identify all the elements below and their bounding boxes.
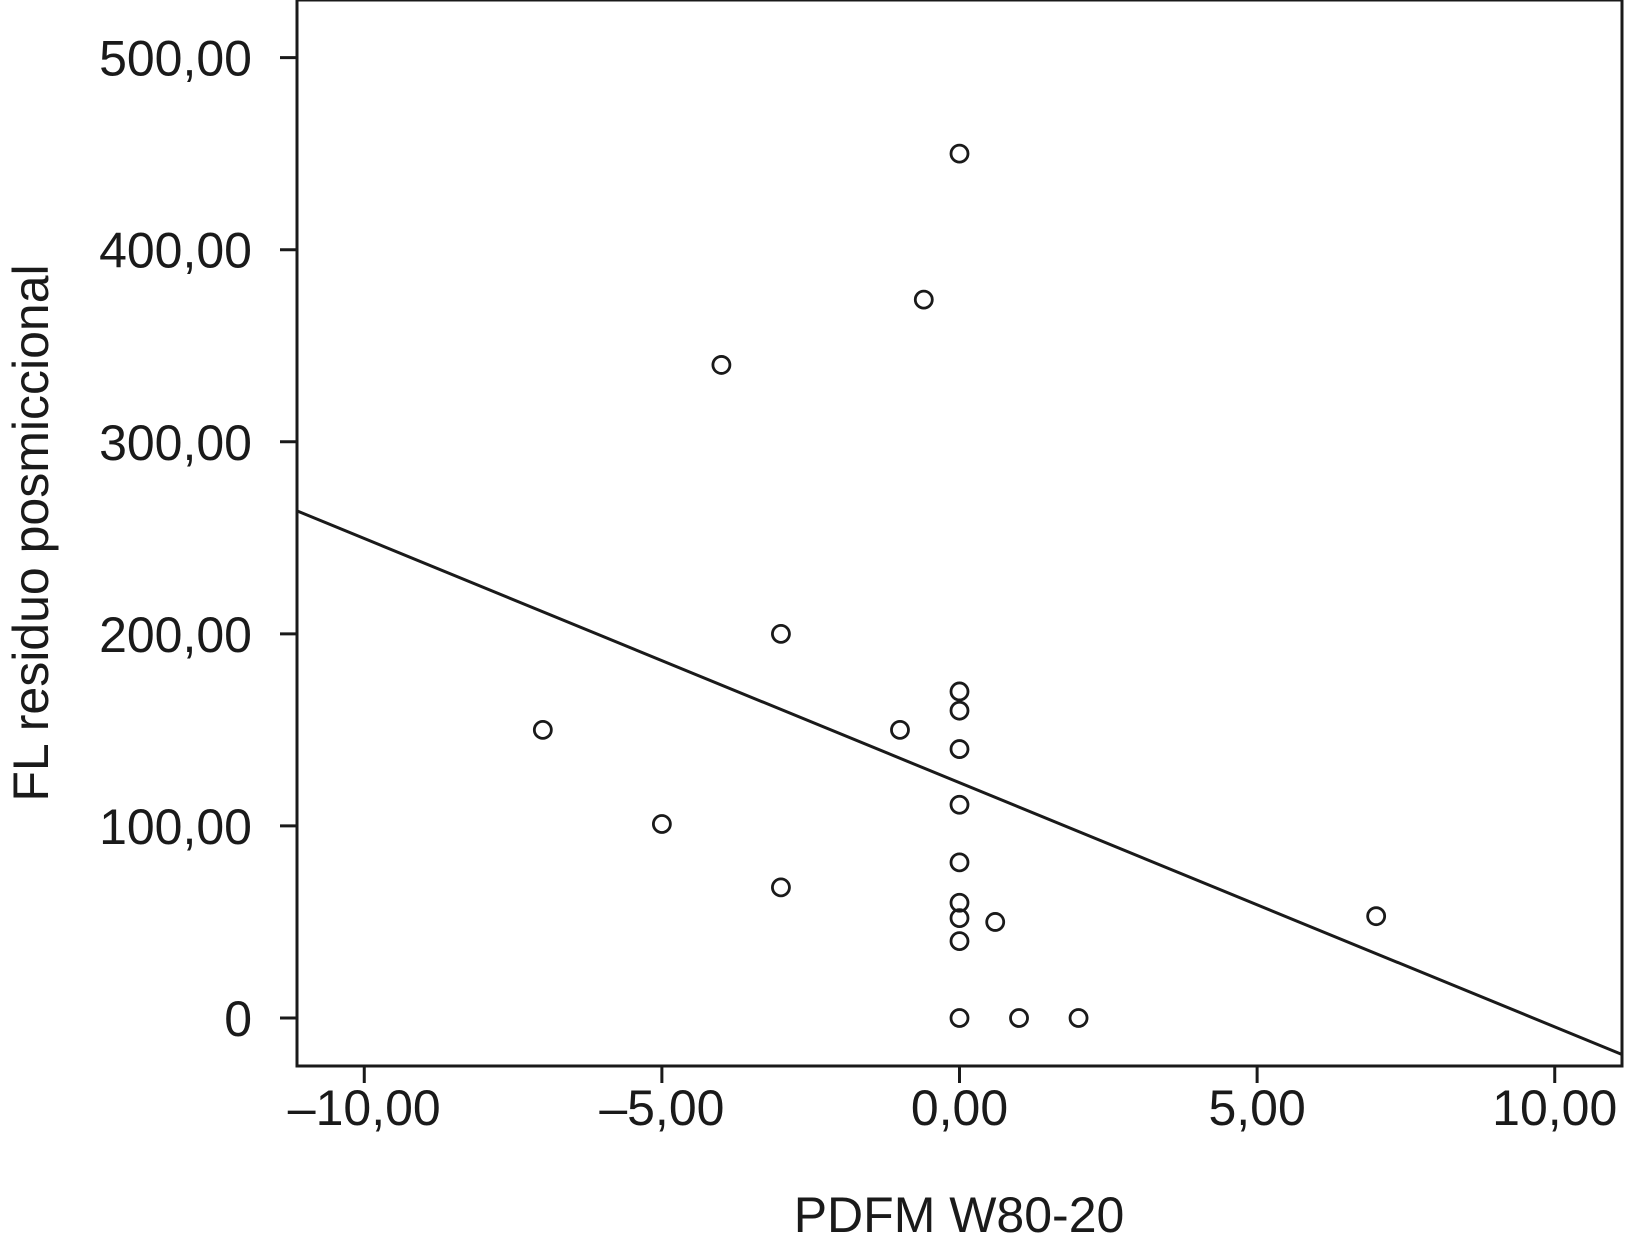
data-point: [1068, 1008, 1089, 1028]
x-tick-label: 0,00: [911, 1080, 1008, 1136]
data-point: [949, 1008, 970, 1028]
y-tick-label: 0: [224, 991, 252, 1047]
x-tick-label: 5,00: [1208, 1080, 1305, 1136]
x-axis: –10,00 –5,00 0,00 5,00 10,00: [288, 1066, 1617, 1136]
data-point: [1009, 1008, 1029, 1028]
y-axis-title: FL residuo posmiccional: [3, 264, 59, 801]
data-point: [1366, 906, 1387, 927]
data-point: [711, 355, 732, 375]
x-tick-label: –10,00: [288, 1080, 441, 1136]
y-tick-label: 300,00: [99, 415, 252, 471]
data-point: [985, 912, 1006, 932]
x-tick-label: 10,00: [1492, 1080, 1617, 1136]
data-point: [949, 908, 970, 929]
data-point: [949, 892, 970, 913]
x-tick-label: –5,00: [599, 1080, 724, 1136]
data-point: [949, 739, 970, 759]
plot-frame: [295, 0, 1624, 1068]
data-point: [890, 719, 910, 740]
data-point: [913, 289, 934, 310]
x-axis-title: PDFM W80-20: [794, 1187, 1125, 1243]
data-point: [949, 852, 970, 873]
data-point: [949, 143, 970, 164]
data-point: [949, 794, 970, 815]
data-point: [532, 719, 553, 740]
y-tick-label: 500,00: [99, 31, 252, 87]
y-tick-label: 100,00: [99, 799, 252, 855]
data-point: [949, 931, 970, 952]
y-axis: 0 100,00 200,00 300,00 400,00 500,00: [99, 31, 297, 1047]
regression-line: [296, 509, 1623, 1056]
y-tick-label: 400,00: [99, 223, 252, 279]
data-points: [532, 143, 1387, 1028]
data-point: [651, 814, 672, 834]
data-point: [771, 623, 791, 644]
y-tick-label: 200,00: [99, 607, 252, 663]
data-point: [949, 700, 970, 721]
data-point: [771, 877, 791, 898]
data-point: [949, 681, 970, 702]
